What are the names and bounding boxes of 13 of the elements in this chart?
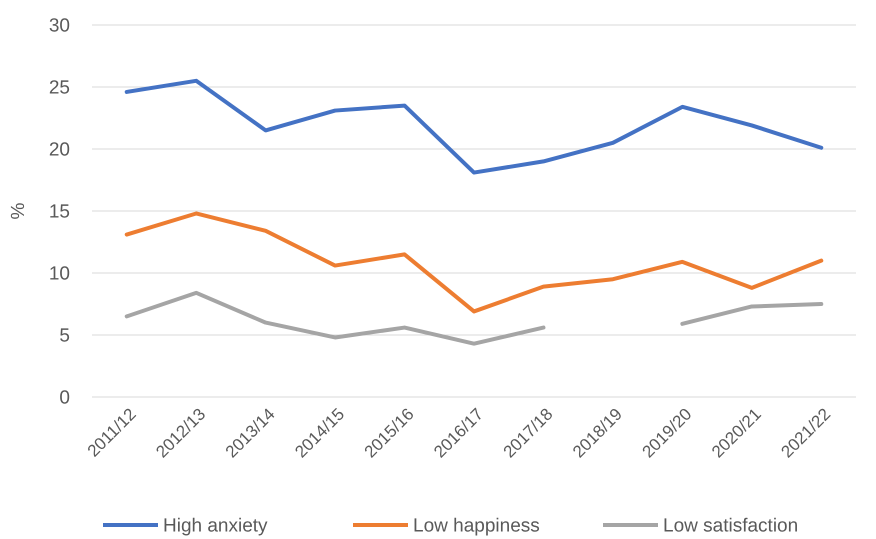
y-tick-label: 15	[48, 202, 70, 223]
line-series	[124, 211, 824, 314]
y-tick-label: 5	[59, 326, 70, 347]
line-series	[124, 78, 824, 175]
y-tick-label: 25	[48, 78, 70, 99]
y-axis-title: %	[8, 202, 29, 220]
legend-label: Low happiness	[413, 516, 540, 537]
y-tick-label: 0	[59, 388, 70, 409]
y-tick-label: 20	[48, 140, 70, 161]
y-tick-label: 10	[48, 264, 70, 285]
legend-label: Low satisfaction	[663, 516, 798, 537]
legend-label: High anxiety	[163, 516, 268, 537]
y-tick-label: 30	[48, 16, 70, 37]
